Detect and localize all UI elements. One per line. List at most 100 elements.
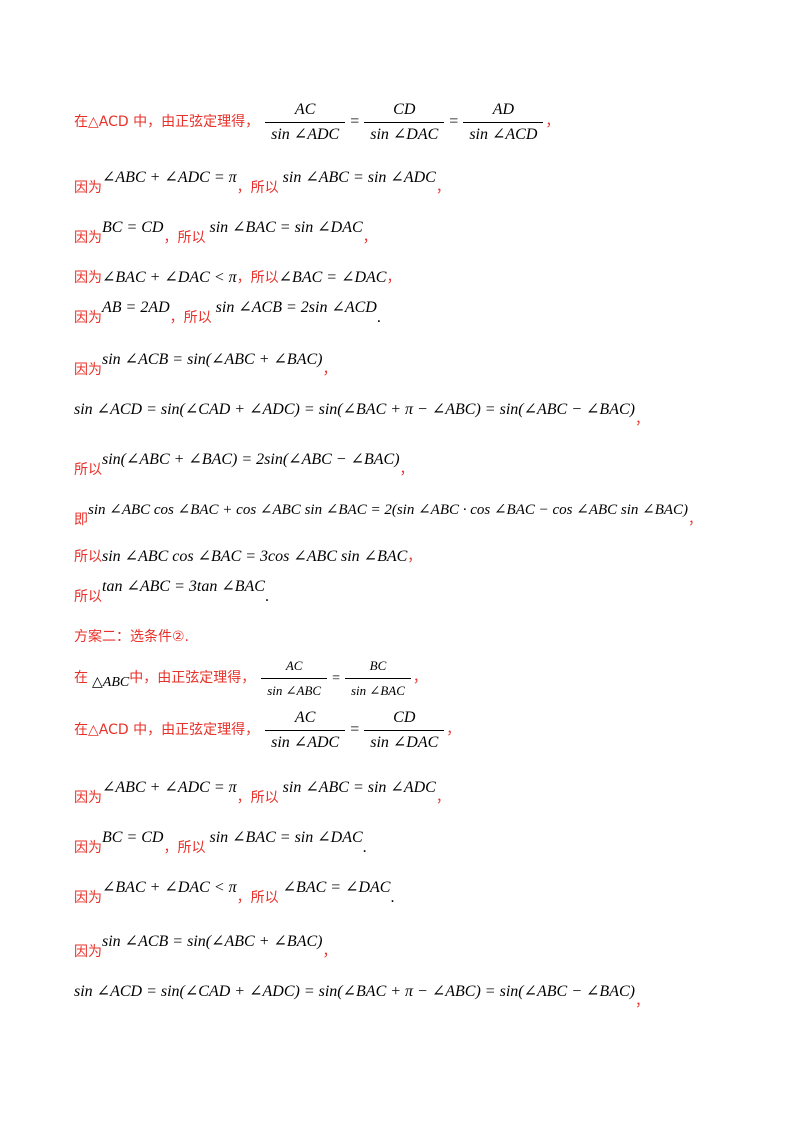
text-cn: 在△ACD 中，由正弦定理得， — [74, 114, 260, 131]
text-cn: ，所以 — [163, 230, 206, 246]
fraction: AC sin ∠ADC — [265, 708, 346, 753]
text-cn: 因为 — [74, 310, 102, 326]
punct: . — [264, 588, 269, 605]
denominator: sin ∠BAC — [351, 683, 405, 698]
equation-line-8: 所以sin(∠ABC + ∠BAC) = 2sin(∠ABC − ∠BAC)， — [74, 450, 414, 480]
text-cn: 即 — [74, 512, 88, 528]
math: sin ∠ACB = sin(∠ABC + ∠BAC) — [102, 933, 323, 950]
text-cn: 所以 — [74, 589, 102, 605]
denominator: sin ∠ACD — [469, 126, 538, 143]
math: sin ∠ABC = sin ∠ADC — [282, 779, 436, 796]
text-cn: ，所以 — [236, 890, 279, 906]
punct: ， — [322, 944, 337, 960]
math: sin ∠ACD = sin(∠CAD + ∠ADC) = sin(∠BAC +… — [74, 983, 635, 1000]
text-cn: 所以 — [74, 462, 102, 478]
math: sin ∠ACB = 2sin ∠ACD — [215, 299, 377, 316]
punct: ， — [322, 362, 337, 378]
denominator: sin ∠DAC — [370, 734, 439, 751]
equation-line-1: 在△ACD 中，由正弦定理得， AC sin ∠ADC = CD sin ∠DAC = AD… — [74, 100, 560, 145]
equation-line-15: 因为∠ABC + ∠ADC = π，所以 sin ∠ABC = sin ∠ADC… — [74, 778, 450, 808]
punct: ， — [435, 790, 450, 806]
text-cn: ，所以 — [236, 790, 279, 806]
equation-line-14: 在△ACD 中，由正弦定理得， AC sin ∠ADC = CD sin ∠DAC， — [74, 708, 461, 753]
math: △ABC — [92, 675, 130, 691]
equation-line-17: 因为∠BAC + ∠DAC < π，所以 ∠BAC = ∠DAC. — [74, 878, 394, 908]
text-cn: 在 — [74, 670, 88, 687]
denominator: sin ∠ABC — [267, 683, 322, 698]
equation-line-7: sin ∠ACD = sin(∠CAD + ∠ADC) = sin(∠BAC +… — [74, 400, 649, 430]
math: tan ∠ABC = 3tan ∠BAC — [102, 578, 265, 595]
text-cn: 因为 — [74, 362, 102, 378]
punct: ， — [362, 230, 377, 246]
equation-line-6: 因为sin ∠ACB = sin(∠ABC + ∠BAC)， — [74, 350, 336, 380]
denominator: sin ∠ADC — [271, 734, 340, 751]
math: ∠BAC + ∠DAC < π — [102, 269, 237, 286]
punct: ， — [634, 412, 649, 428]
numerator: AC — [265, 708, 346, 731]
punct: ， — [634, 994, 649, 1010]
text-cn: ，所以 — [236, 270, 279, 286]
numerator: CD — [364, 100, 445, 123]
math: AB = 2AD — [102, 299, 170, 316]
math: sin(∠ABC + ∠BAC) = 2sin(∠ABC − ∠BAC) — [102, 451, 400, 468]
punct: ， — [386, 270, 401, 286]
fraction: CD sin ∠DAC — [364, 708, 445, 753]
math: BC = CD — [102, 219, 164, 236]
math: sin ∠BAC = sin ∠DAC — [209, 829, 363, 846]
equation-line-19: sin ∠ACD = sin(∠CAD + ∠ADC) = sin(∠BAC +… — [74, 982, 649, 1012]
text-cn: 因为 — [74, 230, 102, 246]
punct: ， — [407, 549, 422, 565]
equation-line-16: 因为BC = CD，所以 sin ∠BAC = sin ∠DAC. — [74, 828, 367, 858]
math: ∠BAC + ∠DAC < π — [102, 879, 237, 896]
punct: ， — [399, 462, 414, 478]
equation-line-9: 即sin ∠ABC cos ∠BAC + cos ∠ABC sin ∠BAC =… — [74, 500, 702, 530]
equation-line-10: 所以sin ∠ABC cos ∠BAC = 3cos ∠ABC sin ∠BAC… — [74, 547, 421, 567]
text-cn: 因为 — [74, 840, 102, 856]
math: sin ∠ABC = sin ∠ADC — [282, 169, 436, 186]
math: sin ∠ACB = sin(∠ABC + ∠BAC) — [102, 351, 323, 368]
text-cn: ，所以 — [236, 180, 279, 196]
numerator: AC — [261, 656, 328, 679]
text-cn: 所以 — [74, 549, 102, 565]
numerator: BC — [345, 656, 411, 679]
section-heading: 方案二：选条件②. — [74, 627, 189, 647]
equation-line-3: 因为BC = CD，所以 sin ∠BAC = sin ∠DAC， — [74, 218, 377, 248]
punct: ， — [446, 722, 461, 739]
math: ∠BAC = ∠DAC — [278, 269, 387, 286]
fraction: AD sin ∠ACD — [463, 100, 544, 145]
equation-line-2: 因为∠ABC + ∠ADC = π，所以 sin ∠ABC = sin ∠ADC… — [74, 168, 450, 198]
text-cn: 因为 — [74, 944, 102, 960]
math: ∠ABC + ∠ADC = π — [102, 169, 237, 186]
equation-line-18: 因为sin ∠ACB = sin(∠ABC + ∠BAC)， — [74, 932, 336, 962]
text-cn: 因为 — [74, 270, 102, 286]
math: ∠ABC + ∠ADC = π — [102, 779, 237, 796]
denominator: sin ∠DAC — [370, 126, 439, 143]
math: ∠BAC = ∠DAC — [282, 879, 391, 896]
text-cn: ，所以 — [169, 310, 212, 326]
text-cn: ，所以 — [163, 840, 206, 856]
punct: ， — [435, 180, 450, 196]
fraction: BC sin ∠BAC — [345, 656, 411, 701]
text-cn: 中，由正弦定理得， — [129, 670, 256, 687]
fraction: AC sin ∠ADC — [265, 100, 346, 145]
equation-line-4: 因为∠BAC + ∠DAC < π，所以∠BAC = ∠DAC， — [74, 268, 400, 288]
equation-line-13: 在 △ABC中，由正弦定理得， AC sin ∠ABC = BC sin ∠BAC， — [74, 656, 427, 701]
equation-line-5: 因为AB = 2AD，所以 sin ∠ACB = 2sin ∠ACD. — [74, 298, 381, 328]
punct: ， — [412, 670, 427, 687]
punct: . — [376, 309, 381, 326]
punct: . — [390, 889, 395, 906]
numerator: CD — [364, 708, 445, 731]
text-cn: 在△ACD 中，由正弦定理得， — [74, 722, 260, 739]
text-cn: 因为 — [74, 790, 102, 806]
math: sin ∠BAC = sin ∠DAC — [209, 219, 363, 236]
denominator: sin ∠ADC — [271, 126, 340, 143]
numerator: AD — [463, 100, 544, 123]
punct: ， — [545, 114, 560, 131]
fraction: CD sin ∠DAC — [364, 100, 445, 145]
text-cn: 因为 — [74, 180, 102, 196]
math: sin ∠ACD = sin(∠CAD + ∠ADC) = sin(∠BAC +… — [74, 401, 635, 418]
equation-line-11: 所以tan ∠ABC = 3tan ∠BAC. — [74, 577, 269, 607]
fraction: AC sin ∠ABC — [261, 656, 328, 701]
math: BC = CD — [102, 829, 164, 846]
punct: ， — [688, 512, 703, 528]
